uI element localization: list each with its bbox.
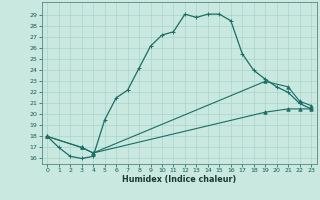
X-axis label: Humidex (Indice chaleur): Humidex (Indice chaleur) <box>122 175 236 184</box>
